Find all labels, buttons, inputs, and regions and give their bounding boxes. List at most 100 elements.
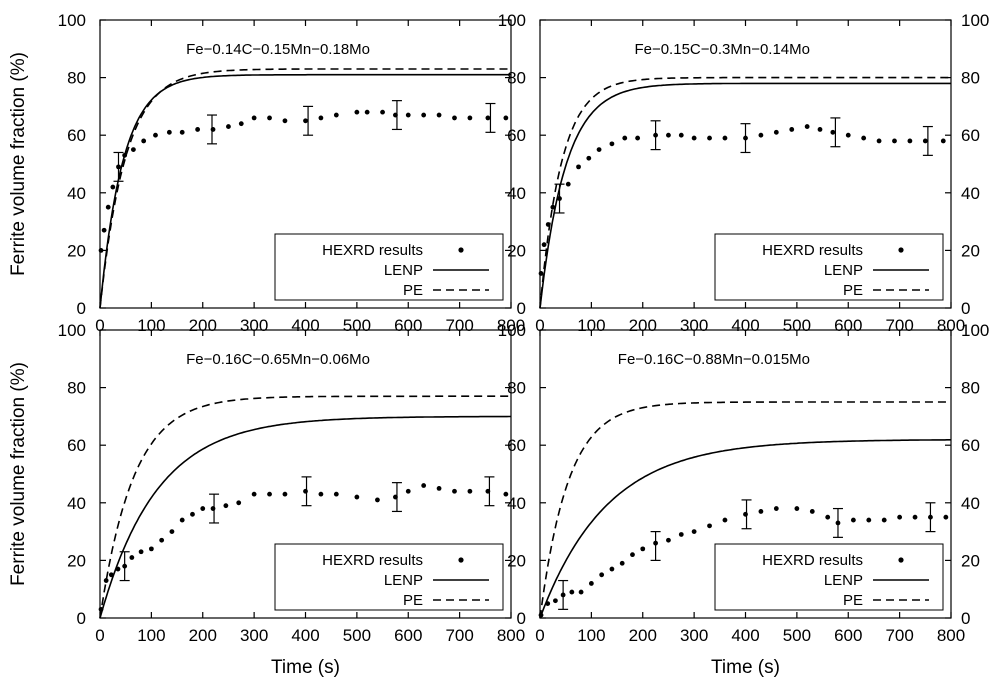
data-point <box>180 518 185 523</box>
data-point <box>141 139 146 144</box>
y-tick-label-right: 40 <box>961 184 980 203</box>
legend-label: LENP <box>824 262 863 279</box>
y-tick-label-right: 80 <box>961 379 980 398</box>
y-tick-label-right: 60 <box>961 436 980 455</box>
x-tick-label: 800 <box>937 626 965 645</box>
x-tick-label: 200 <box>189 626 217 645</box>
data-point <box>365 110 370 115</box>
data-point <box>485 116 490 121</box>
data-point <box>539 271 544 276</box>
data-point <box>223 503 228 508</box>
y-tick-label: 100 <box>498 11 526 30</box>
data-point <box>109 572 114 577</box>
data-point <box>640 546 645 551</box>
data-point <box>153 133 158 138</box>
data-point <box>679 532 684 537</box>
data-point <box>825 515 830 520</box>
data-point <box>877 139 882 144</box>
y-axis-title: Ferrite volume fraction (%) <box>8 362 29 586</box>
data-point <box>170 529 175 534</box>
y-tick-label: 0 <box>77 299 86 318</box>
data-point <box>468 489 473 494</box>
y-tick-label: 60 <box>67 436 86 455</box>
legend-label: HEXRD results <box>322 552 423 569</box>
y-tick-label: 80 <box>67 69 86 88</box>
data-point <box>283 118 288 123</box>
data-point <box>99 248 104 253</box>
y-tick-label: 80 <box>507 69 526 88</box>
data-point <box>319 116 324 121</box>
data-point <box>503 116 508 121</box>
data-point <box>882 518 887 523</box>
data-point <box>635 136 640 141</box>
legend: HEXRD results LENP PE <box>715 234 943 300</box>
legend-marker-points <box>458 247 463 252</box>
data-point <box>129 555 134 560</box>
data-point <box>421 483 426 488</box>
data-point <box>334 492 339 497</box>
data-point <box>723 518 728 523</box>
x-tick-label: 200 <box>629 626 657 645</box>
legend-label: HEXRD results <box>762 242 863 259</box>
x-tick-label: 100 <box>137 626 165 645</box>
y-tick-label: 40 <box>67 184 86 203</box>
x-tick-label: 0 <box>535 626 544 645</box>
legend-label: LENP <box>824 572 863 589</box>
y-tick-label: 60 <box>507 126 526 145</box>
data-point <box>159 538 164 543</box>
data-point <box>610 141 615 146</box>
panel-1: 0 100 200 300 400 500 600 700 800020406080100Fe−… <box>8 11 525 335</box>
data-point <box>846 133 851 138</box>
data-point <box>774 506 779 511</box>
data-point <box>941 139 946 144</box>
data-point <box>897 515 902 520</box>
data-point <box>794 506 799 511</box>
data-point <box>190 512 195 517</box>
x-tick-label: 500 <box>783 626 811 645</box>
data-point <box>267 492 272 497</box>
data-point <box>943 515 948 520</box>
x-tick-label: 400 <box>731 626 759 645</box>
legend-label: HEXRD results <box>322 242 423 259</box>
data-point <box>149 546 154 551</box>
data-point <box>236 500 241 505</box>
y-tick-label: 80 <box>507 379 526 398</box>
x-tick-label: 800 <box>497 626 525 645</box>
x-tick-label: 100 <box>577 626 605 645</box>
y-tick-label-right: 0 <box>961 609 970 628</box>
legend-label: PE <box>403 282 423 299</box>
data-point <box>102 228 107 233</box>
data-point <box>195 127 200 132</box>
data-point <box>553 598 558 603</box>
x-tick-label: 0 <box>95 626 104 645</box>
legend-label: LENP <box>384 572 423 589</box>
y-tick-label: 20 <box>67 551 86 570</box>
y-tick-label: 60 <box>67 126 86 145</box>
panel-title: Fe−0.14C−0.15Mn−0.18Mo <box>186 41 370 58</box>
data-point <box>679 133 684 138</box>
data-point <box>468 116 473 121</box>
data-point <box>211 127 216 132</box>
data-point <box>354 110 359 115</box>
data-point <box>861 136 866 141</box>
x-tick-label: 600 <box>834 626 862 645</box>
y-tick-label-right: 0 <box>961 299 970 318</box>
data-point <box>692 529 697 534</box>
data-point <box>707 136 712 141</box>
legend-label: PE <box>843 592 863 609</box>
data-point <box>104 578 109 583</box>
data-point <box>319 492 324 497</box>
data-point <box>406 113 411 118</box>
data-point <box>200 506 205 511</box>
data-point <box>569 590 574 595</box>
y-tick-label-right: 40 <box>961 494 980 513</box>
data-point <box>620 561 625 566</box>
data-point <box>622 136 627 141</box>
data-point <box>908 139 913 144</box>
x-tick-label: 600 <box>394 626 422 645</box>
data-point <box>759 509 764 514</box>
data-point <box>380 110 385 115</box>
y-tick-label: 40 <box>507 184 526 203</box>
data-point <box>586 156 591 161</box>
panel-title: Fe−0.16C−0.65Mn−0.06Mo <box>186 351 370 368</box>
